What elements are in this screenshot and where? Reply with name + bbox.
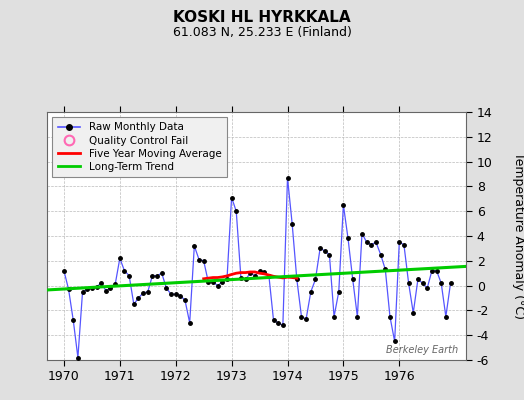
Text: Berkeley Earth: Berkeley Earth — [386, 345, 458, 355]
Text: KOSKI HL HYRKKALA: KOSKI HL HYRKKALA — [173, 10, 351, 25]
Text: 61.083 N, 25.233 E (Finland): 61.083 N, 25.233 E (Finland) — [172, 26, 352, 39]
Y-axis label: Temperature Anomaly (°C): Temperature Anomaly (°C) — [512, 152, 524, 320]
Legend: Raw Monthly Data, Quality Control Fail, Five Year Moving Average, Long-Term Tren: Raw Monthly Data, Quality Control Fail, … — [52, 117, 227, 177]
